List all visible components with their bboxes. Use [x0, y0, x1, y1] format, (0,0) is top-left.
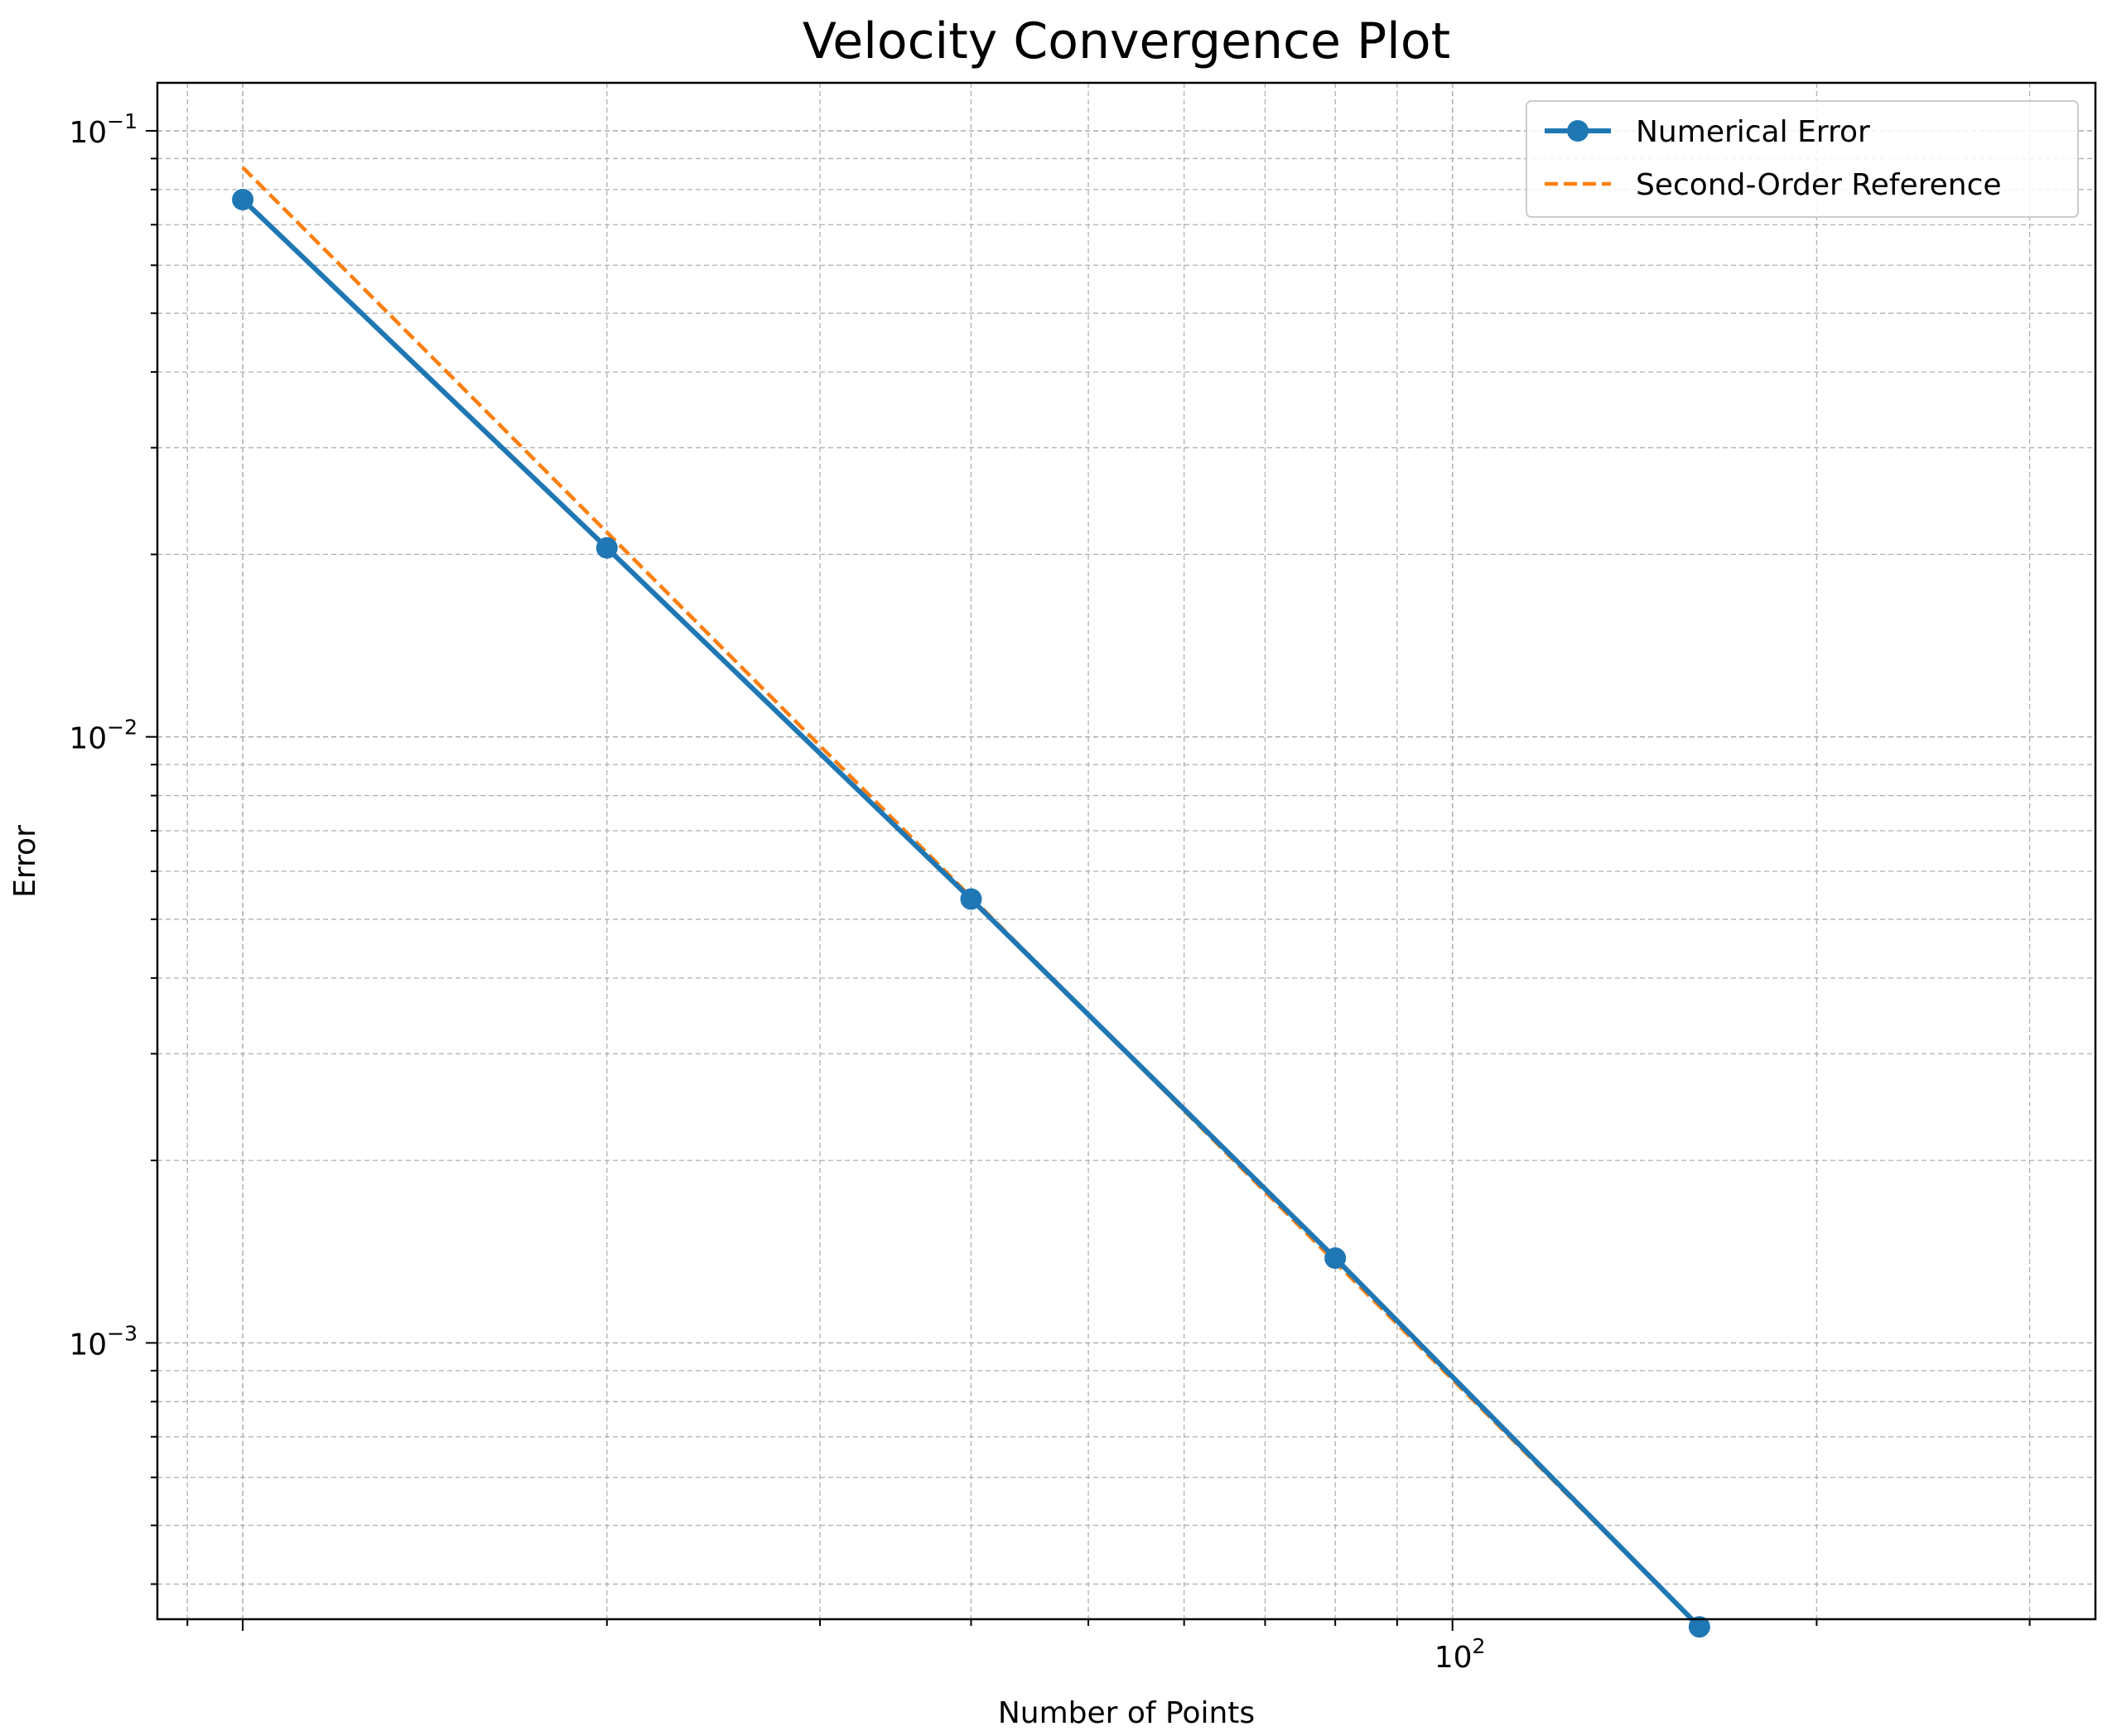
axis-ticks: 102 10−1 10−2 10−3: [69, 109, 2031, 1675]
legend: Numerical Error Second-Order Reference: [1526, 100, 2079, 218]
plot-area-frame: [156, 81, 2097, 1621]
y-tick-label: 10−1: [69, 109, 137, 150]
data-point-numerical-error: [596, 537, 618, 559]
x-axis-label: Number of Points: [998, 1696, 1255, 1730]
y-axis-label: Error: [8, 825, 42, 898]
data-point-numerical-error: [1688, 1616, 1710, 1638]
data-point-numerical-error: [232, 188, 254, 210]
legend-marker-numerical-error: [1567, 120, 1589, 142]
data-point-numerical-error: [1324, 1247, 1347, 1270]
legend-label-second-order-reference: Second-Order Reference: [1636, 168, 2002, 202]
grid-lines: [157, 83, 2095, 1619]
data-point-numerical-error: [960, 888, 982, 910]
legend-box: [1526, 100, 2079, 218]
series-layer: [232, 166, 1710, 1638]
y-tick-label: 10−2: [69, 716, 137, 756]
x-tick-label: 102: [1435, 1634, 1486, 1675]
chart-title: Velocity Convergence Plot: [803, 12, 1450, 70]
legend-label-numerical-error: Numerical Error: [1636, 115, 1870, 149]
y-tick-label: 10−3: [69, 1321, 137, 1362]
